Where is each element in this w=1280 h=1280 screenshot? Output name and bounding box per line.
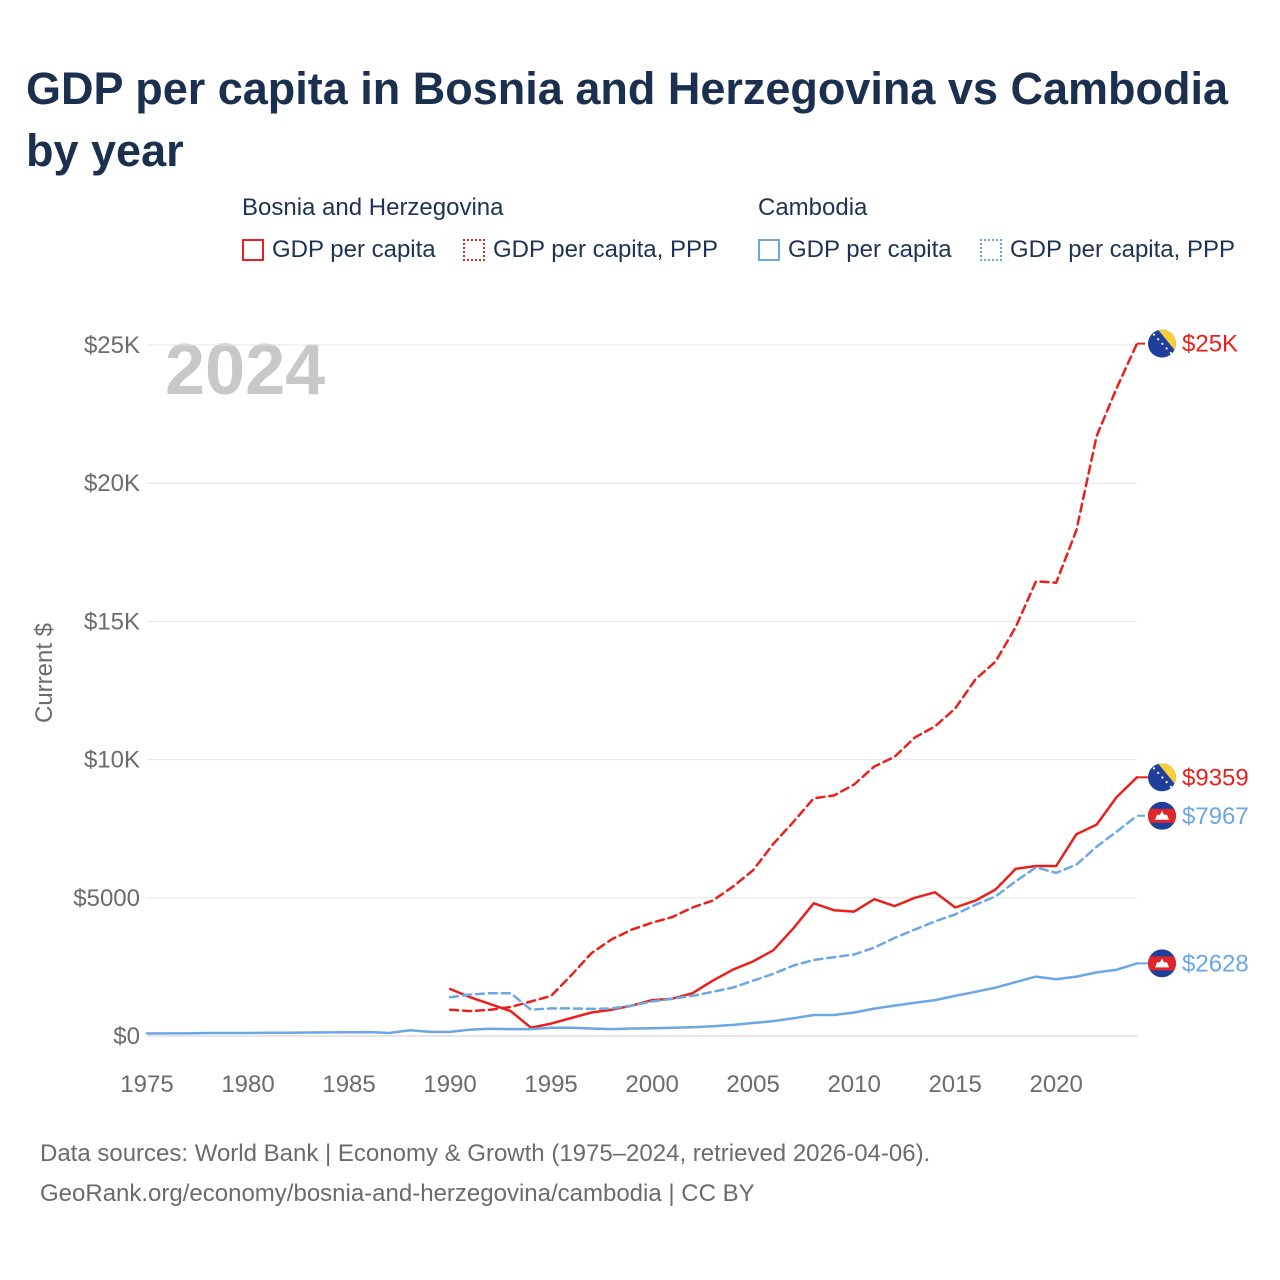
bosnia-flag-icon <box>1148 763 1176 792</box>
legend-label: GDP per capita <box>788 236 952 263</box>
legend-swatch-solid-blue <box>758 239 780 261</box>
flag-band <box>1148 808 1176 823</box>
end-value-label: $9359 <box>1182 764 1249 791</box>
legend-cambodia-ppp[interactable]: GDP per capita, PPP <box>980 236 1235 264</box>
flag-star <box>1161 776 1164 779</box>
flag-star <box>1152 333 1156 336</box>
flag-star <box>1165 347 1168 350</box>
series-line-bih_ppp <box>448 342 1139 1013</box>
year-watermark: 2024 <box>165 330 325 410</box>
flag-body <box>1148 949 1176 978</box>
flag-body <box>1148 801 1176 830</box>
legend-label: GDP per capita <box>272 236 436 263</box>
x-tick-label: 1995 <box>524 1071 577 1098</box>
x-tick-label: 2020 <box>1029 1071 1082 1098</box>
end-value-label: $25K <box>1182 331 1238 358</box>
series-line-bih_gdp <box>448 776 1139 1029</box>
legend-cambodia-gdp[interactable]: GDP per capita <box>758 236 952 264</box>
flag-field <box>1148 329 1176 358</box>
flag-star <box>1165 781 1168 784</box>
y-tick-label: $10K <box>84 747 140 774</box>
cambodia-flag-icon <box>1148 949 1176 978</box>
end-value-label: $7967 <box>1182 803 1249 830</box>
flag-temple <box>1155 958 1169 968</box>
bosnia-flag-icon <box>1148 329 1176 358</box>
series-line-khm_ppp <box>448 814 1139 1011</box>
legend-bosnia-ppp[interactable]: GDP per capita, PPP <box>463 236 718 264</box>
y-tick-label: $20K <box>84 470 140 497</box>
x-tick-label: 1990 <box>423 1071 476 1098</box>
x-tick-label: 1985 <box>322 1071 375 1098</box>
flag-band <box>1148 956 1176 971</box>
flag-star <box>1161 342 1164 345</box>
flag-star <box>1169 351 1172 355</box>
flag-triangle <box>1158 763 1176 786</box>
x-tick-label: 2000 <box>625 1071 678 1098</box>
legend-group-bosnia: Bosnia and Herzegovina <box>242 194 504 221</box>
chart-title: GDP per capita in Bosnia and Herzegovina… <box>26 63 1228 176</box>
legend-label: GDP per capita, PPP <box>1010 236 1235 263</box>
legend-swatch-solid-red <box>242 239 264 261</box>
series-line-khm_gdp <box>145 962 1139 1035</box>
legend-swatch-dotted-red <box>463 239 485 261</box>
x-tick-label: 1980 <box>221 1071 274 1098</box>
legend-bosnia-gdp[interactable]: GDP per capita <box>242 236 436 264</box>
flag-star <box>1169 785 1172 788</box>
y-axis-label: Current $ <box>31 623 58 723</box>
end-value-label: $2628 <box>1182 950 1249 977</box>
x-tick-label: 1975 <box>120 1071 173 1098</box>
flag-temple <box>1155 810 1169 820</box>
flag-field <box>1148 801 1176 830</box>
legend-label: GDP per capita, PPP <box>493 236 718 263</box>
flag-star <box>1157 338 1160 341</box>
flag-body <box>1148 763 1176 792</box>
y-tick-label: $5000 <box>73 885 140 912</box>
flag-body <box>1148 329 1176 358</box>
x-tick-label: 2005 <box>726 1071 779 1098</box>
flag-star <box>1157 771 1160 775</box>
flag-field <box>1148 763 1176 792</box>
footer-sources: Data sources: World Bank | Economy & Gro… <box>40 1140 931 1167</box>
y-tick-label: $25K <box>84 332 140 359</box>
y-tick-label: $0 <box>113 1023 140 1050</box>
legend-group-cambodia: Cambodia <box>758 194 868 221</box>
legend-swatch-dotted-blue <box>980 239 1002 261</box>
cambodia-flag-icon <box>1148 801 1176 830</box>
y-tick-label: $15K <box>84 608 140 635</box>
flag-field <box>1148 949 1176 978</box>
x-tick-label: 2010 <box>827 1071 880 1098</box>
footer-link[interactable]: GeoRank.org/economy/bosnia-and-herzegovi… <box>40 1180 755 1207</box>
flag-triangle <box>1158 329 1176 352</box>
flag-star <box>1152 767 1156 770</box>
x-tick-label: 2015 <box>928 1071 981 1098</box>
